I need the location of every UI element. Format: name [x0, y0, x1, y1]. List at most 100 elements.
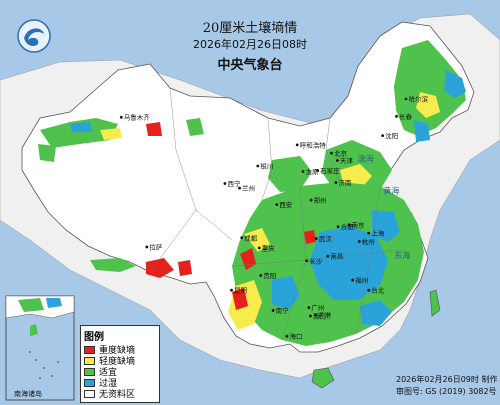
legend-label: 轻度缺墒 — [99, 357, 136, 367]
legend-label: 适宜 — [99, 368, 118, 378]
legend-item: 适宜 — [84, 366, 159, 378]
city-dot — [314, 313, 317, 317]
city-label: 贵阳 — [263, 271, 276, 280]
made-time: 2026年02月26日09时 制作 — [396, 375, 498, 384]
city-label: 海口 — [289, 332, 302, 341]
city-label: 重庆 — [262, 243, 276, 252]
legend-swatch — [84, 367, 95, 376]
moisture-regions — [38, 40, 466, 388]
city-label: 郑州 — [314, 197, 327, 205]
city-dot — [316, 169, 320, 173]
legend-item: 重度缺墒 — [84, 344, 159, 356]
city-label: 石家庄 — [320, 166, 340, 175]
hainan-outline — [311, 367, 335, 389]
south-china-sea-inset: 南海诸岛 — [5, 295, 75, 401]
city-dot — [271, 309, 275, 312]
city-label: 杭州 — [362, 237, 375, 246]
city-label: 太原 — [306, 167, 320, 176]
city-label: 南京 — [352, 220, 366, 229]
city-dot — [301, 170, 305, 173]
city-label: 天津 — [340, 157, 354, 165]
city-label: 呼和浩特 — [300, 140, 327, 149]
city-dot — [351, 278, 355, 282]
map-datetime: 2026年02月26日08时 — [193, 38, 307, 51]
city-label: 西宁 — [227, 179, 241, 188]
legend-swatch — [84, 378, 95, 387]
legend: 图例 重度缺墒 轻度缺墒 适宜 过湿 无资料区 — [80, 325, 160, 403]
legend-label: 无资料区 — [99, 390, 136, 400]
sea-label: 黄海 — [383, 186, 399, 196]
city-label: 南昌 — [330, 252, 343, 261]
city-dot — [357, 240, 361, 243]
city-dot — [314, 237, 318, 241]
city-dot — [257, 246, 261, 250]
legend-swatch — [84, 389, 95, 398]
city-label: 长沙 — [309, 256, 323, 265]
city-dot — [395, 114, 398, 118]
city-label: 长春 — [399, 112, 413, 121]
sea-label: 东海 — [394, 250, 410, 260]
city-dot — [367, 288, 371, 292]
city-dot — [308, 314, 312, 318]
approval-number: 审图号: GS (2019) 3082号 — [396, 387, 497, 396]
city-dot — [305, 259, 309, 263]
taiwan-outline — [429, 289, 441, 317]
city-label: 澳门 — [313, 311, 326, 320]
city-dot — [145, 245, 149, 249]
city-dot — [223, 182, 227, 185]
city-dot — [119, 115, 123, 119]
city-dot — [259, 274, 263, 277]
city-dot — [335, 159, 339, 162]
city-label: 沈阳 — [385, 131, 398, 140]
city-label: 西安 — [279, 200, 293, 209]
city-label: 台北 — [371, 286, 385, 295]
city-label: 昆明 — [234, 287, 248, 295]
city-dot — [334, 181, 338, 184]
city-dot — [230, 288, 233, 292]
city-label: 福州 — [355, 276, 368, 285]
city-label: 广州 — [311, 303, 324, 312]
map-agency: 中央气象台 — [217, 58, 283, 73]
city-dot — [307, 306, 311, 310]
legend-item: 轻度缺墒 — [84, 355, 159, 367]
city-label: 乌鲁木齐 — [124, 113, 151, 122]
city-label: 合肥 — [341, 222, 355, 231]
city-dot — [309, 198, 313, 202]
city-dot — [330, 151, 333, 155]
city-label: 哈尔滨 — [408, 94, 428, 103]
city-dot — [240, 236, 244, 240]
legend-item: 无资料区 — [84, 388, 159, 400]
cma-logo-icon — [17, 19, 51, 53]
city-dot — [336, 225, 340, 229]
city-label: 上海 — [371, 229, 385, 238]
city-dot — [367, 231, 371, 235]
legend-label: 过湿 — [99, 379, 118, 389]
city-label: 北京 — [334, 149, 348, 158]
city-dot — [275, 203, 279, 207]
city-label: 成都 — [244, 233, 257, 242]
map-title: 20厘米土壤墒情 — [202, 21, 298, 36]
city-label: 拉萨 — [149, 242, 163, 251]
city-dot — [285, 334, 289, 338]
city-dot — [256, 164, 260, 168]
city-dot — [404, 97, 408, 101]
city-dot — [295, 143, 299, 147]
city-label: 银川 — [260, 162, 273, 171]
city-dot — [381, 134, 385, 138]
inset-label: 南海诸岛 — [14, 389, 42, 398]
sea-label: 渤海 — [358, 153, 374, 163]
city-dot — [238, 186, 241, 190]
city-dot — [347, 223, 351, 227]
legend-swatch — [84, 345, 95, 354]
city-label: 兰州 — [242, 184, 255, 193]
city-label: 武汉 — [319, 234, 333, 243]
city-label: 济南 — [338, 178, 352, 187]
legend-swatch — [84, 356, 95, 365]
legend-item: 过湿 — [84, 377, 159, 389]
legend-title: 图例 — [84, 332, 104, 343]
city-label: 南宁 — [276, 306, 290, 315]
city-label: 香港 — [318, 311, 332, 320]
